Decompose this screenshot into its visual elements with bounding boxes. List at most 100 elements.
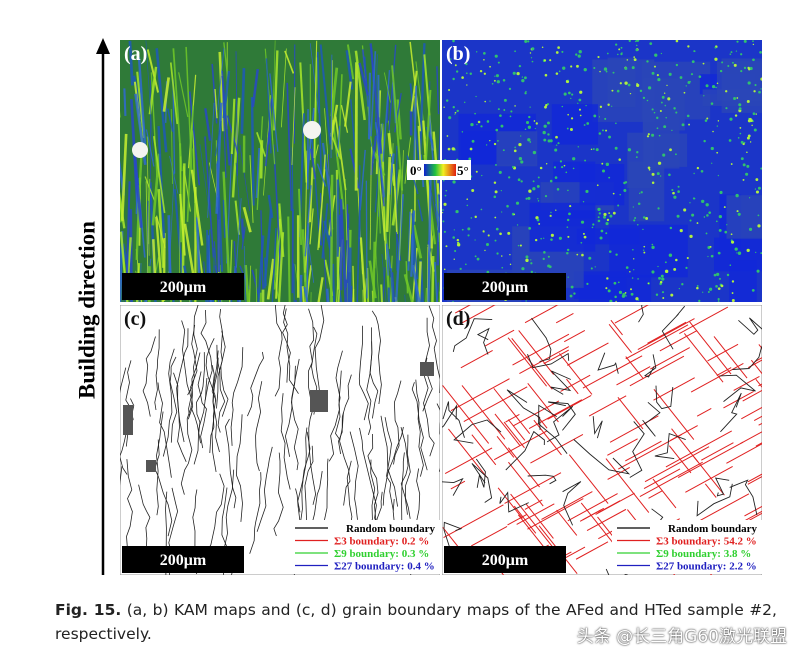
texture — [658, 134, 661, 137]
texture — [442, 404, 457, 428]
texture — [382, 267, 386, 302]
texture — [301, 229, 308, 302]
texture — [474, 255, 477, 258]
texture — [411, 264, 421, 302]
texture — [623, 189, 627, 193]
texture — [760, 88, 762, 90]
texture — [507, 337, 548, 387]
texture — [625, 440, 662, 462]
texture — [724, 230, 728, 234]
texture — [615, 122, 617, 125]
texture — [214, 88, 218, 119]
texture — [740, 70, 743, 73]
texture — [176, 328, 189, 443]
texture — [446, 135, 449, 137]
texture — [710, 146, 714, 151]
texture — [630, 292, 634, 296]
texture — [461, 385, 506, 440]
texture — [639, 192, 641, 194]
legend-text: Σ9 boundary: 0.3 % — [334, 548, 429, 560]
texture — [605, 70, 608, 73]
texture — [569, 205, 572, 208]
texture — [534, 238, 538, 242]
texture — [484, 100, 487, 103]
texture — [627, 148, 632, 152]
texture — [180, 406, 193, 495]
texture — [550, 238, 553, 241]
texture — [240, 67, 246, 134]
texture — [454, 305, 471, 314]
texture — [716, 82, 719, 85]
texture — [115, 117, 117, 189]
texture — [336, 246, 341, 302]
texture — [454, 64, 457, 67]
texture — [525, 255, 529, 259]
texture — [567, 189, 569, 192]
texture — [735, 50, 738, 52]
texture — [754, 188, 757, 190]
texture — [664, 261, 667, 264]
texture — [759, 50, 762, 54]
texture — [635, 156, 638, 158]
texture — [659, 109, 662, 113]
texture — [521, 78, 525, 83]
texture — [715, 86, 717, 89]
texture — [494, 190, 498, 194]
texture — [714, 57, 718, 61]
texture — [696, 286, 699, 290]
scale-bar-label: 200μm — [160, 552, 207, 569]
texture — [586, 282, 589, 285]
texture — [264, 132, 271, 167]
texture — [443, 106, 445, 108]
texture — [269, 73, 279, 152]
texture — [741, 406, 762, 420]
texture — [537, 200, 540, 202]
texture — [660, 52, 663, 55]
texture — [467, 227, 471, 231]
texture — [667, 97, 671, 101]
texture — [466, 198, 469, 201]
texture — [346, 283, 348, 302]
texture — [593, 66, 596, 70]
caption-text: (a, b) KAM maps and (c, d) grain boundar… — [55, 601, 777, 643]
texture — [317, 277, 324, 302]
texture — [696, 222, 699, 224]
texture — [661, 277, 665, 281]
texture — [605, 287, 608, 290]
texture — [169, 356, 178, 443]
texture — [588, 256, 592, 260]
texture — [702, 62, 705, 65]
texture — [615, 253, 618, 256]
texture — [721, 61, 724, 64]
texture — [363, 278, 368, 302]
texture — [726, 443, 762, 464]
texture — [550, 370, 572, 395]
texture — [539, 166, 543, 170]
texture — [738, 103, 742, 107]
texture — [755, 113, 757, 115]
texture — [499, 232, 502, 236]
texture — [393, 380, 402, 465]
texture — [209, 365, 217, 454]
texture — [610, 319, 623, 336]
texture — [469, 72, 473, 75]
texture — [328, 370, 342, 462]
texture — [717, 174, 720, 177]
texture — [537, 198, 539, 200]
texture — [442, 477, 464, 496]
texture — [708, 287, 713, 291]
texture — [620, 46, 623, 49]
texture — [660, 274, 664, 278]
texture — [380, 415, 398, 507]
texture — [476, 123, 478, 126]
texture — [303, 121, 321, 139]
texture — [485, 243, 490, 247]
texture — [493, 142, 497, 146]
texture — [672, 191, 675, 195]
texture — [417, 199, 424, 222]
texture — [396, 99, 402, 140]
texture — [664, 269, 669, 274]
colorbar-min: 0° — [410, 163, 422, 178]
texture — [570, 65, 573, 68]
texture — [647, 321, 687, 344]
